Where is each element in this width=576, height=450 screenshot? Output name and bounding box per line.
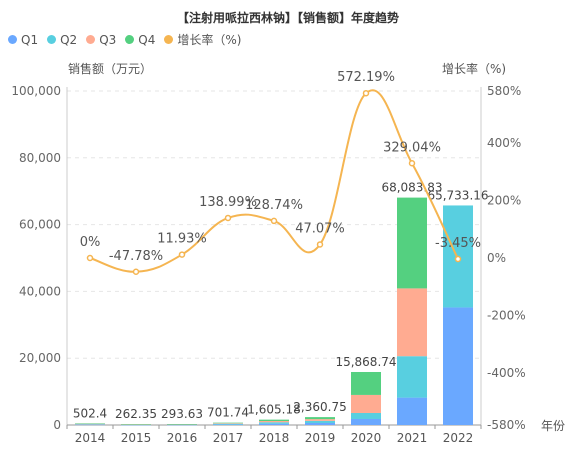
bar-q3 [305, 419, 335, 421]
x-tick-label: 2015 [121, 431, 152, 445]
growth-rate-label: 572.19% [337, 70, 395, 85]
legend-label-q1: Q1 [21, 32, 39, 47]
bar-total-label: 701.74 [207, 406, 249, 420]
bar-q4 [121, 424, 151, 425]
growth-rate-point [454, 255, 462, 263]
bar-total-label: 65,733.16 [427, 188, 488, 202]
bar-q1 [305, 422, 335, 425]
y-axis-left-title: 销售额（万元） [68, 62, 153, 76]
bar-q4 [351, 371, 381, 395]
growth-rate-line [89, 89, 459, 273]
y-right-tick-label: 200% [487, 193, 521, 207]
bar-q3 [351, 394, 381, 413]
y-right-tick-label: -200% [487, 309, 526, 323]
growth-rate-point [362, 89, 370, 97]
growth-rate-label: 47.07% [295, 221, 345, 236]
y-right-tick-label: -400% [487, 366, 526, 380]
bar-q2 [75, 424, 105, 425]
legend-marker-q2 [47, 35, 57, 44]
bar-q3 [167, 424, 197, 425]
x-tick-label: 2014 [75, 431, 106, 445]
bar-total-label: 15,868.74 [335, 355, 396, 369]
bar-q3 [213, 423, 243, 424]
bar-q1 [167, 424, 197, 426]
growth-rate-label: 0% [80, 235, 101, 250]
legend-item-q2[interactable]: Q2 [47, 31, 77, 48]
legend-label-q2: Q2 [60, 32, 78, 47]
bar-q4 [167, 424, 197, 425]
bar-q2 [305, 420, 335, 423]
legend-marker-growth [164, 35, 174, 44]
bar-q1 [351, 418, 381, 425]
bar-q1 [213, 424, 243, 425]
legend-label-growth: 增长率（%) [177, 33, 242, 47]
x-tick-label: 2017 [213, 431, 244, 445]
bar-q2 [397, 356, 427, 398]
growth-rate-label: -47.78% [109, 249, 163, 264]
y-left-tick-label: 20,000 [19, 351, 61, 365]
legend-label-q4: Q4 [138, 32, 156, 47]
bar-q4 [397, 197, 427, 289]
y-right-tick-label: 0% [487, 251, 506, 265]
bar-q2 [259, 422, 289, 424]
growth-rate-label: 128.74% [245, 198, 303, 213]
bar-total-label: 1,605.18 [247, 403, 300, 417]
bar-q3 [75, 423, 105, 425]
legend-item-q3[interactable]: Q3 [86, 31, 116, 48]
x-tick-label: 2022 [443, 431, 474, 445]
x-tick-label: 2021 [397, 431, 428, 445]
bar-q1 [259, 423, 289, 425]
bar-q1 [397, 397, 427, 425]
growth-rate-point [132, 268, 140, 276]
growth-rate-point [178, 251, 186, 258]
growth-rate-point [86, 254, 94, 262]
bar-q4 [305, 417, 335, 420]
bar-total-label: 262.35 [115, 407, 157, 421]
legend: Q1 Q2 Q3 Q4 增长率（%) [8, 31, 241, 48]
x-tick-label: 2016 [167, 431, 198, 445]
legend-item-q1[interactable]: Q1 [8, 31, 38, 48]
y-left-tick-label: 0 [53, 418, 61, 432]
bar-q2 [351, 412, 381, 419]
bar-q2 [213, 423, 243, 425]
bar-total-label: 2,360.75 [293, 400, 346, 414]
bar-q4 [213, 422, 243, 424]
growth-rate-point [270, 217, 278, 225]
y-left-tick-label: 40,000 [19, 284, 61, 298]
legend-item-growth[interactable]: 增长率（%) [164, 31, 241, 48]
bar-q1 [443, 307, 473, 425]
bar-q4 [75, 423, 105, 424]
bar-q3 [259, 420, 289, 423]
growth-rate-point [224, 214, 232, 222]
bar-total-label: 502.4 [73, 406, 107, 420]
x-tick-label: 2020 [351, 431, 382, 445]
bar-q1 [75, 424, 105, 426]
growth-rate-label: 11.93% [157, 232, 207, 247]
bar-q3 [397, 288, 427, 357]
y-right-tick-label: 400% [487, 136, 521, 150]
legend-marker-q3 [86, 35, 96, 44]
chart-title: 【注射用哌拉西林钠】【销售额】年度趋势 [176, 11, 399, 25]
x-tick-label: 2019 [305, 431, 336, 445]
y-right-tick-label: -580% [487, 418, 526, 432]
growth-rate-point [316, 241, 324, 248]
growth-rate-label: -3.45% [435, 236, 481, 251]
growth-rate-label: 329.04% [383, 140, 441, 155]
bar-total-label: 293.63 [161, 407, 203, 421]
x-tick-label: 2018 [259, 431, 290, 445]
x-axis-name: 年份 [541, 419, 566, 433]
bar-q4 [259, 419, 289, 421]
legend-marker-q4 [125, 35, 135, 44]
growth-rate-point [408, 160, 416, 167]
y-left-tick-label: 80,000 [19, 151, 61, 165]
y-left-tick-label: 100,000 [11, 84, 61, 98]
growth-rate-label: 138.99% [199, 195, 257, 210]
legend-label-q3: Q3 [99, 32, 117, 47]
legend-item-q4[interactable]: Q4 [125, 31, 155, 48]
y-right-tick-label: 580% [487, 84, 521, 98]
y-left-tick-label: 60,000 [19, 218, 61, 232]
y-axis-right-title: 增长率（%) [442, 62, 507, 76]
legend-marker-q1 [8, 35, 17, 44]
